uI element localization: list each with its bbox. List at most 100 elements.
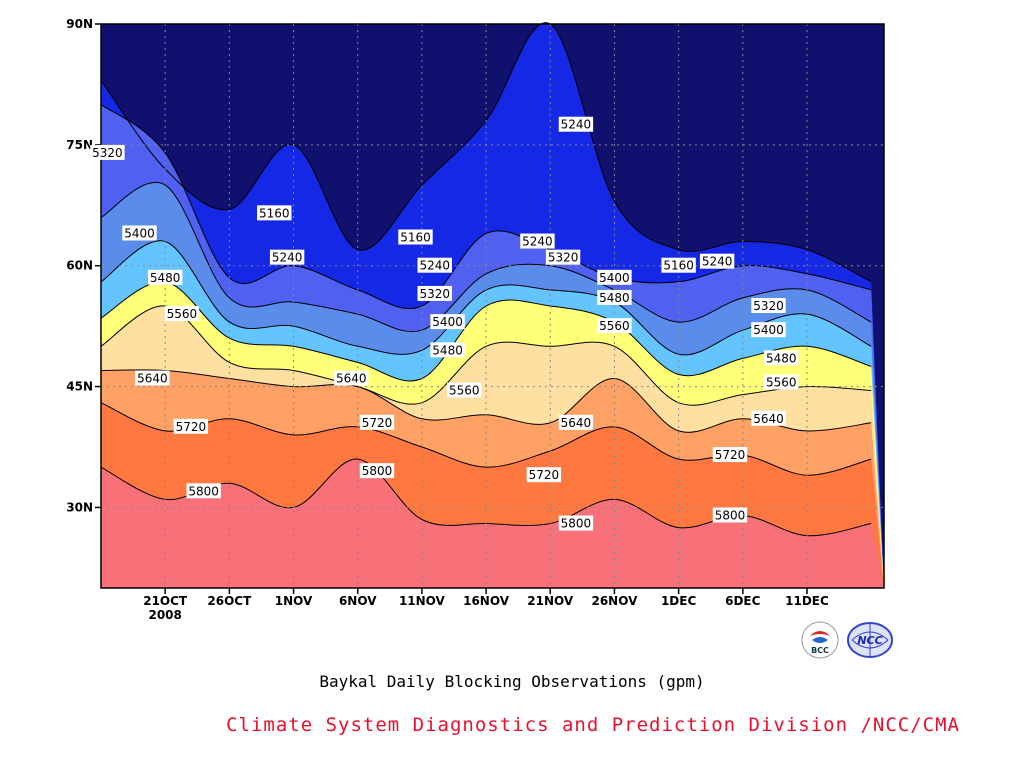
contour-label: 5400 <box>597 269 632 285</box>
contour-label-text: 5480 <box>150 271 181 285</box>
contour-label-box <box>398 229 433 245</box>
grid-lines <box>101 24 884 588</box>
contour-label-box <box>334 370 369 386</box>
contour-label-box <box>359 463 395 479</box>
contour-label-text: 5320 <box>419 287 450 301</box>
contour-label: 5560 <box>447 382 482 398</box>
contour-label: 5480 <box>430 342 465 358</box>
contour-label-box <box>764 374 799 390</box>
contour-label-text: 5480 <box>599 291 630 305</box>
contour-label: 5800 <box>558 515 594 531</box>
x-tick-label: 11DEC <box>785 594 829 608</box>
contour-label-text: 5320 <box>92 146 123 160</box>
contour-fills <box>101 22 884 589</box>
contour-label: 5480 <box>597 289 632 305</box>
contour-label-box <box>269 249 305 265</box>
contour-label-box <box>545 249 581 265</box>
isoline-5320 <box>100 182 872 333</box>
contour-label: 5400 <box>430 314 465 330</box>
contour-label-box <box>520 233 555 249</box>
contour-label: 5400 <box>751 322 786 338</box>
contour-label: 5320 <box>751 298 786 313</box>
x-tick-label: 21NOV <box>527 594 574 608</box>
contour-label-box <box>122 225 157 241</box>
contour-label-text: 5560 <box>167 307 198 321</box>
contour-label: 5240 <box>417 257 452 273</box>
contour-label-text: 5720 <box>715 448 746 462</box>
contour-label: 5720 <box>359 414 395 430</box>
contour-label: 5240 <box>558 116 594 132</box>
contour-label: 5720 <box>712 447 748 463</box>
contour-label-text: 5480 <box>766 351 797 365</box>
contour-label-box <box>751 298 786 313</box>
contour-label-box <box>430 342 465 358</box>
x-tick-label: 6DEC <box>725 594 761 608</box>
contour-label-text: 5240 <box>419 259 450 273</box>
contour-label-box <box>257 205 292 221</box>
contour-label-text: 5560 <box>766 376 797 390</box>
contour-label-text: 5320 <box>753 299 784 313</box>
contour-label-text: 5240 <box>522 235 553 249</box>
contour-label: 5240 <box>269 249 305 265</box>
x-axis-ticks: 21OCT 26OCT 1NOV 6NOV 11NOV 16NOV 21NOV 26NOV 1D… <box>143 588 829 622</box>
contour-label-box <box>661 257 696 273</box>
contour-label-text: 5720 <box>176 420 207 434</box>
contour-label-text: 5160 <box>400 231 431 245</box>
contour-label-text: 5320 <box>548 251 579 265</box>
band-fill-5800 <box>101 459 884 588</box>
contour-label-box <box>699 253 735 269</box>
x-tick-label: 26NOV <box>591 594 638 608</box>
contour-label: 5560 <box>597 318 632 334</box>
x-tick-label: 11NOV <box>399 594 446 608</box>
contour-label-text: 5640 <box>137 372 168 386</box>
contour-label: 5320 <box>90 144 125 160</box>
contour-label: 5720 <box>526 467 562 483</box>
ncc-logo: NCC <box>847 622 893 658</box>
contour-label-box <box>558 116 594 132</box>
contour-label-text: 5560 <box>599 319 630 333</box>
contour-label-box <box>712 507 748 523</box>
y-tick-label: 45N <box>66 380 93 394</box>
contour-label-text: 5400 <box>432 315 463 329</box>
isoline-5240 <box>100 104 872 310</box>
contour-label-box <box>135 370 170 386</box>
x-tick-label: 6NOV <box>339 594 377 608</box>
y-tick-label: 90N <box>66 17 93 31</box>
contour-label: 5800 <box>186 483 221 499</box>
contour-label-text: 5560 <box>449 384 480 398</box>
contour-label: 5720 <box>173 418 209 434</box>
credit-text: Climate System Diagnostics and Predictio… <box>226 714 960 736</box>
contour-label-text: 5400 <box>124 226 155 240</box>
contour-label: 5800 <box>712 507 748 523</box>
svg-text:BCC: BCC <box>811 646 829 655</box>
contour-label: 5560 <box>164 306 200 322</box>
chart-title: Baykal Daily Blocking Observations (gpm) <box>319 672 705 691</box>
contour-label-text: 5800 <box>715 508 746 522</box>
y-tick-label: 75N <box>66 138 93 152</box>
contour-label: 5640 <box>558 414 594 430</box>
contour-label-text: 5160 <box>663 259 694 273</box>
contour-label-box <box>447 382 482 398</box>
bcc-logo: BCC <box>801 621 839 659</box>
contour-label: 5320 <box>417 285 452 301</box>
contour-label-text: 5240 <box>272 251 303 265</box>
contour-label-box <box>751 410 786 426</box>
x-year-label: 2008 <box>148 608 181 622</box>
contour-label-box <box>597 269 632 285</box>
contour-label-box <box>712 447 748 463</box>
contour-label-box <box>764 350 799 366</box>
contour-label-box <box>558 515 594 531</box>
contour-label-box <box>751 322 786 338</box>
contour-label-text: 5800 <box>362 464 393 478</box>
contour-label-text: 5800 <box>561 517 592 531</box>
contour-labels: 5320 5400 5480 5560 5640 5720 5800 5160 5240 5640… <box>90 116 799 531</box>
contour-label-box <box>147 269 183 285</box>
x-tick-label: 1NOV <box>275 594 313 608</box>
y-tick-label: 30N <box>66 500 93 514</box>
x-tick-label: 21OCT <box>143 594 188 608</box>
y-axis-ticks: 30N 45N 60N 75N 90N <box>66 17 101 514</box>
plot-frame <box>100 23 885 589</box>
contour-label-box <box>430 314 465 330</box>
contour-label-box <box>597 318 632 334</box>
contour-label-text: 5720 <box>529 468 560 482</box>
